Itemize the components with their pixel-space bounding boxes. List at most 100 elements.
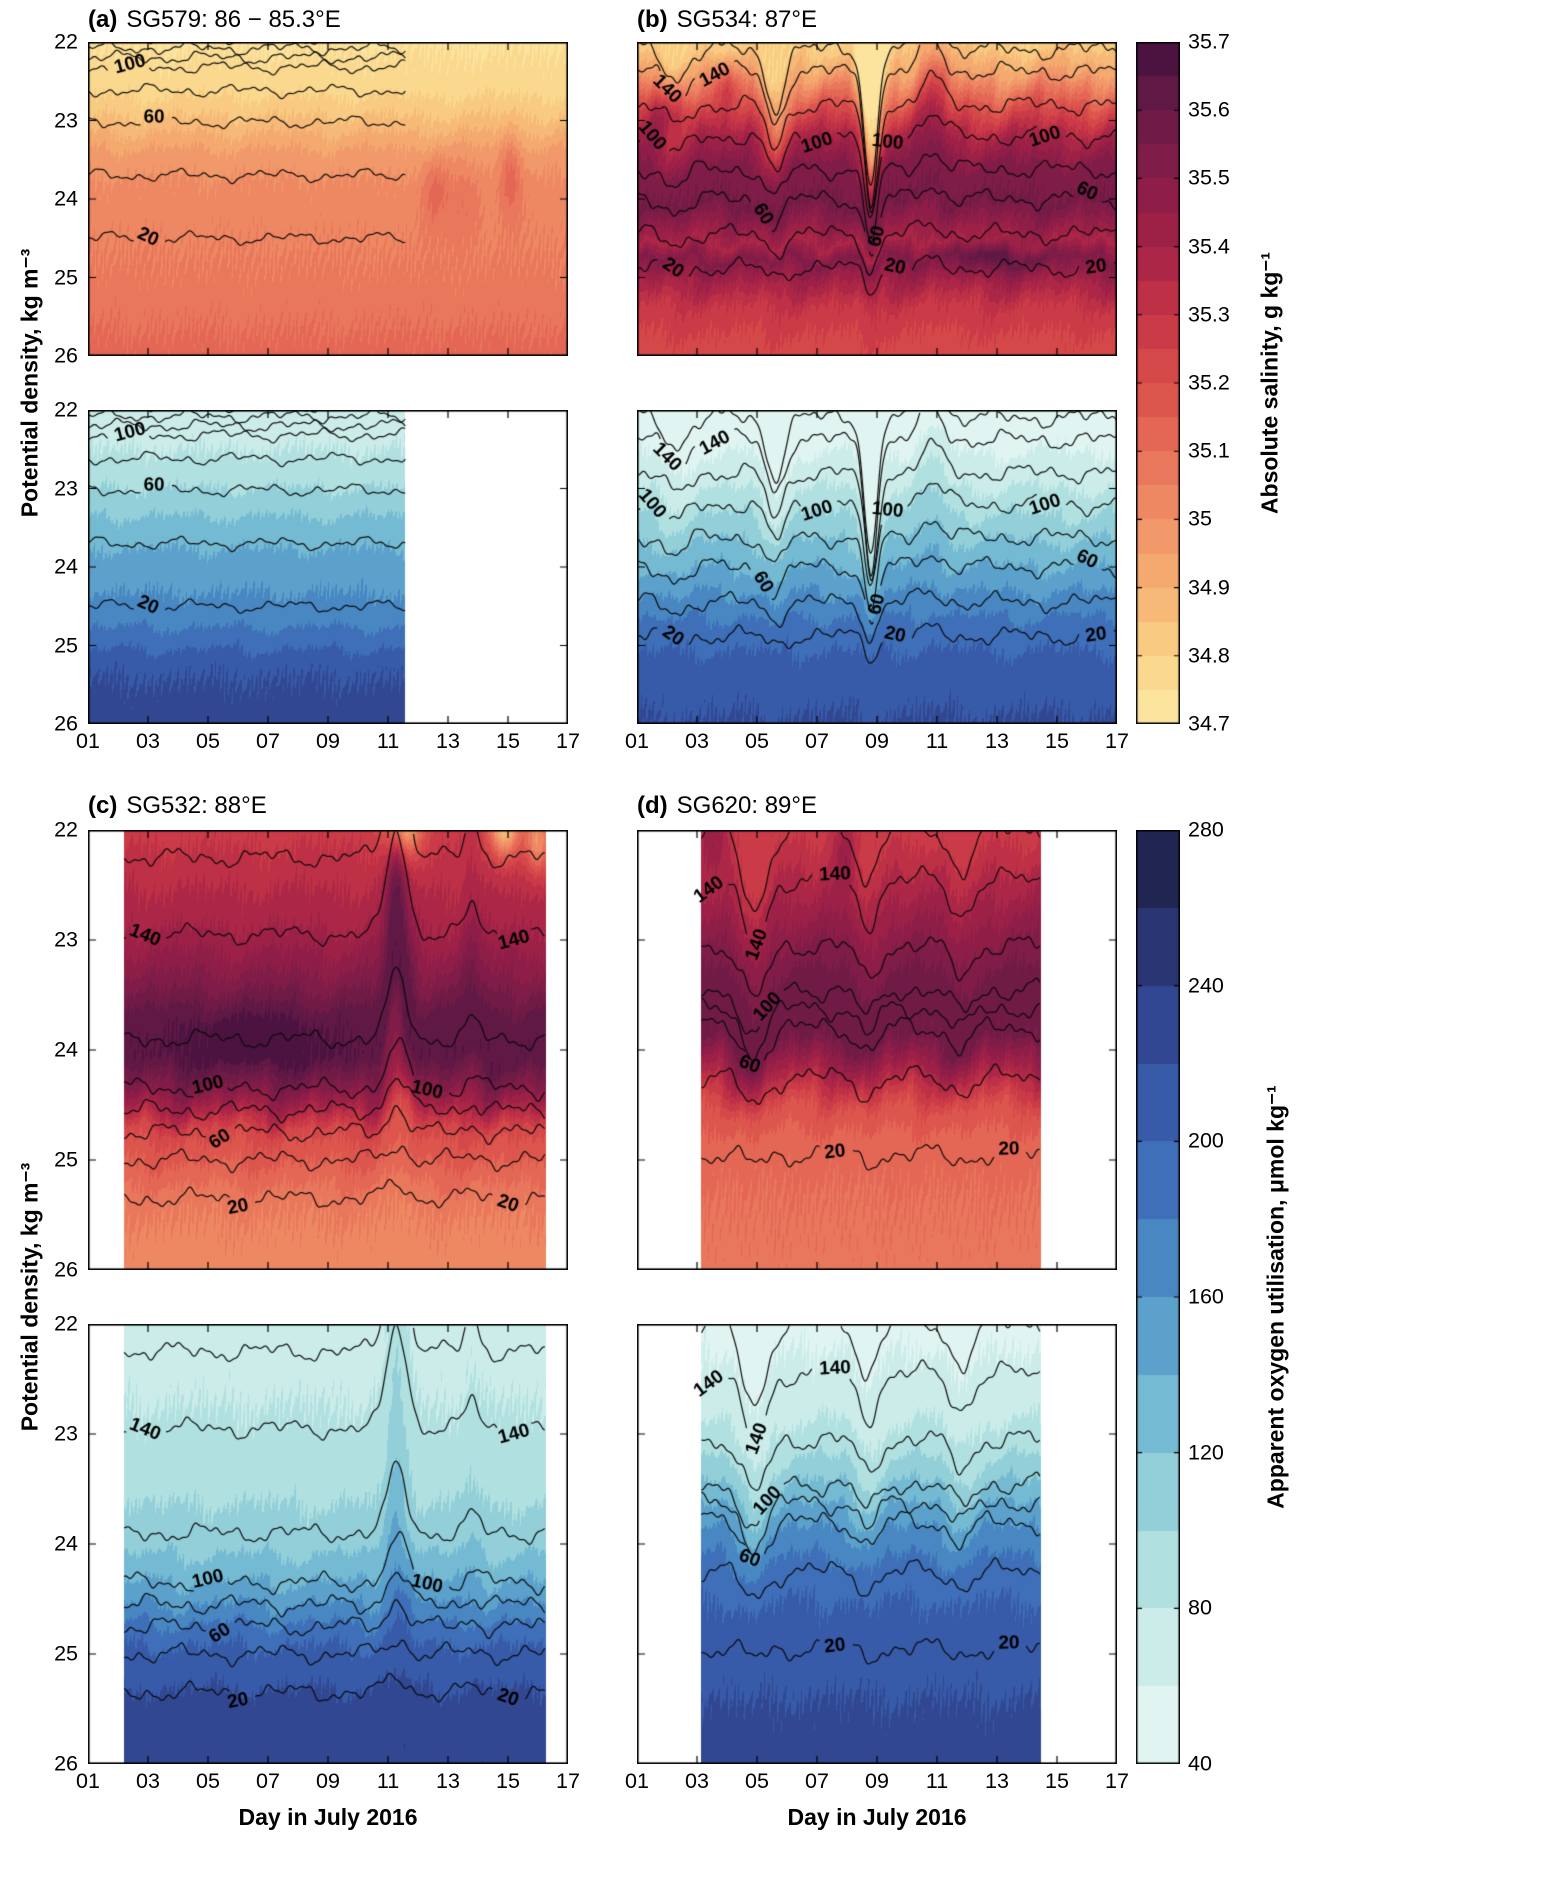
tick-label: 24 <box>54 554 78 579</box>
tick-label: 25 <box>54 265 78 289</box>
tick-label: 26 <box>54 1751 78 1776</box>
tick-label: 240 <box>1188 973 1224 998</box>
tick-label: 26 <box>54 711 78 736</box>
x-axis-label-left: Day in July 2016 <box>238 1804 418 1830</box>
tick-label: 03 <box>685 1769 709 1793</box>
subplot-b-aou <box>637 410 1117 724</box>
tick-label: 24 <box>54 1531 78 1556</box>
tick-label: 120 <box>1188 1440 1224 1465</box>
tick-label: 01 <box>625 729 649 753</box>
tick-label: 15 <box>496 729 520 753</box>
y-tick-labels-a-top: 22 23 24 25 26 <box>26 30 78 368</box>
salinity-colorbar-label: Absolute salinity, g kg⁻¹ <box>1256 251 1283 515</box>
tick-label: 09 <box>316 1769 340 1793</box>
salinity-section-canvas-b <box>637 42 1117 356</box>
tick-label: 22 <box>54 817 78 842</box>
tick-label: 03 <box>136 1769 160 1793</box>
tick-label: 35.5 <box>1188 165 1230 190</box>
salinity-section-canvas-d <box>637 830 1117 1270</box>
subplot-b-salinity <box>637 42 1117 356</box>
panel-letter-c: (c) <box>88 792 118 819</box>
tick-label: 11 <box>376 729 400 753</box>
subplot-a-aou <box>88 410 568 724</box>
tick-label: 200 <box>1188 1128 1224 1153</box>
tick-label: 280 <box>1188 817 1224 842</box>
tick-label: 05 <box>745 729 769 753</box>
tick-label: 09 <box>865 729 889 753</box>
tick-label: 80 <box>1188 1595 1212 1620</box>
panel-title-c: (c) SG532: 88°E <box>88 792 267 820</box>
tick-label: 22 <box>54 397 78 422</box>
y-tick-labels-c-bottom: 22 23 24 25 26 <box>26 1312 78 1776</box>
tick-label: 23 <box>54 927 78 952</box>
tick-label: 09 <box>316 729 340 753</box>
tick-label: 07 <box>256 1769 280 1793</box>
tick-label: 22 <box>54 1311 78 1336</box>
tick-label: 03 <box>685 729 709 753</box>
tick-label: 15 <box>1045 1769 1069 1793</box>
subplot-c-aou <box>88 1324 568 1764</box>
tick-label: 35.3 <box>1188 302 1230 327</box>
tick-label: 35 <box>1188 506 1212 531</box>
tick-label: 34.7 <box>1188 711 1230 736</box>
tick-label: 17 <box>556 729 580 753</box>
aou-colorbar-ticks: 40 80 120 160 200 240 280 <box>1188 818 1258 1776</box>
tick-label: 25 <box>54 1641 78 1666</box>
tick-label: 35.7 <box>1188 29 1230 54</box>
panel-letter-b: (b) <box>637 6 668 33</box>
tick-label: 35.4 <box>1188 234 1230 259</box>
tick-label: 05 <box>196 1769 220 1793</box>
panel-name-d: SG620: 89°E <box>676 792 818 819</box>
tick-label: 34.9 <box>1188 575 1230 600</box>
x-tick-labels-row1-right: 01 03 05 07 09 11 13 15 17 <box>625 729 1129 757</box>
panel-name-c: SG532: 88°E <box>126 792 267 819</box>
tick-label: 09 <box>865 1769 889 1793</box>
tick-label: 23 <box>54 1421 78 1446</box>
panel-title-d: (d) SG620: 89°E <box>637 792 817 820</box>
tick-label: 26 <box>54 343 78 368</box>
tick-label: 01 <box>625 1769 649 1793</box>
tick-label: 24 <box>54 186 78 211</box>
panel-letter-a: (a) <box>88 6 118 33</box>
panel-letter-d: (d) <box>637 792 668 819</box>
panel-title-a: (a) SG579: 86 − 85.3°E <box>88 6 341 34</box>
tick-label: 35.1 <box>1188 438 1230 463</box>
tick-label: 25 <box>54 633 78 657</box>
tick-label: 13 <box>436 1769 460 1793</box>
aou-colorbar <box>1136 830 1180 1764</box>
tick-label: 15 <box>496 1769 520 1793</box>
x-axis-label-right: Day in July 2016 <box>787 1804 967 1830</box>
tick-label: 01 <box>76 729 100 753</box>
salinity-section-canvas-a <box>88 42 568 356</box>
subplot-d-aou <box>637 1324 1117 1764</box>
tick-label: 15 <box>1045 729 1069 753</box>
y-tick-labels-c-top: 22 23 24 25 26 <box>26 818 78 1282</box>
tick-label: 35.6 <box>1188 97 1230 122</box>
tick-label: 03 <box>136 729 160 753</box>
aou-colorbar-label: Apparent oxygen utilisation, μmol kg⁻¹ <box>1262 1085 1289 1509</box>
tick-label: 160 <box>1188 1284 1224 1309</box>
tick-label: 17 <box>556 1769 580 1793</box>
aou-section-canvas-a <box>88 410 568 724</box>
tick-label: 40 <box>1188 1751 1212 1776</box>
tick-label: 23 <box>54 108 78 132</box>
subplot-c-salinity <box>88 830 568 1270</box>
tick-label: 11 <box>376 1769 400 1793</box>
x-tick-labels-row2-left: 01 03 05 07 09 11 13 15 17 <box>76 1769 580 1797</box>
tick-label: 13 <box>985 1769 1009 1793</box>
panel-name-a: SG579: 86 − 85.3°E <box>126 6 341 33</box>
tick-label: 05 <box>745 1769 769 1793</box>
panel-title-b: (b) SG534: 87°E <box>637 6 817 34</box>
tick-label: 13 <box>985 729 1009 753</box>
x-tick-labels-row1-left: 01 03 05 07 09 11 13 15 17 <box>76 729 580 757</box>
tick-label: 26 <box>54 1257 78 1282</box>
aou-section-canvas-c <box>88 1324 568 1764</box>
tick-label: 01 <box>76 1769 100 1793</box>
tick-label: 11 <box>925 1769 949 1793</box>
tick-label: 05 <box>196 729 220 753</box>
tick-label: 25 <box>54 1147 78 1172</box>
tick-label: 17 <box>1105 1769 1129 1793</box>
tick-label: 23 <box>54 476 78 500</box>
aou-section-canvas-b <box>637 410 1117 724</box>
